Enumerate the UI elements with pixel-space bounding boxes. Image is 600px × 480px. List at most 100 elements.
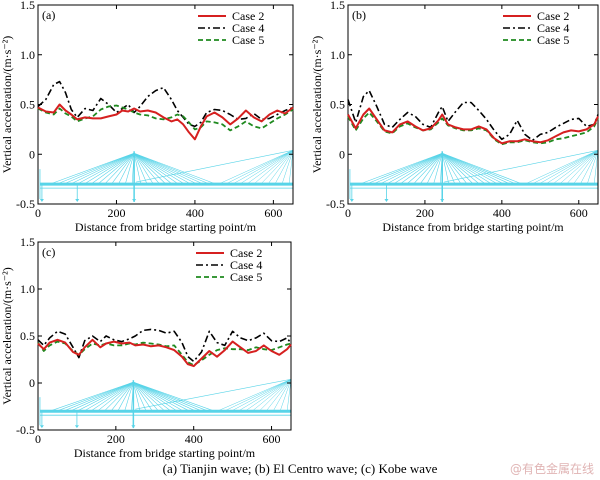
x-axis-label: Distance from bridge starting point/m xyxy=(74,446,256,460)
bridge-stay-cable xyxy=(133,382,141,412)
y-tick-label: 0 xyxy=(339,147,345,161)
bridge-support xyxy=(74,425,79,429)
bridge-stay-cable xyxy=(97,381,134,412)
x-tick-label: 600 xyxy=(264,206,282,220)
bridge-stay-cable xyxy=(76,381,134,412)
bridge-stay-cable xyxy=(63,152,135,185)
x-axis-label: Distance from bridge starting point/m xyxy=(382,220,564,234)
bridge-stay-cable xyxy=(442,153,474,185)
bridge-stay-cable xyxy=(90,381,134,412)
figure-caption: (a) Tianjin wave; (b) El Centro wave; (c… xyxy=(162,461,438,476)
bridge-stay-cable xyxy=(232,150,294,185)
legend-label: Case 4 xyxy=(232,21,264,35)
bridge-stay-cable xyxy=(110,381,134,412)
bridge-stay-cable xyxy=(133,152,198,185)
y-tick-label: -0.5 xyxy=(16,423,35,437)
bridge-support xyxy=(39,199,44,203)
y-tick-label: 1.5 xyxy=(20,0,35,12)
bridge-stay-cable xyxy=(134,152,210,185)
legend-label: Case 4 xyxy=(230,258,262,272)
bridge-stay-cable xyxy=(117,382,134,412)
bridge-stay-cable xyxy=(251,379,292,412)
bridge-schematic xyxy=(349,149,599,203)
bridge-support xyxy=(132,199,137,203)
panel-label: (c) xyxy=(42,245,55,259)
bridge-stay-cable xyxy=(225,150,294,185)
bridge-stay-cable xyxy=(133,381,166,412)
series-line-case-4 xyxy=(37,328,292,363)
bridge-stay-cable xyxy=(133,381,197,412)
series-line-case-4 xyxy=(37,80,294,128)
bridge-stay-cable xyxy=(133,153,160,185)
bridge-support xyxy=(39,425,44,429)
x-tick-label: 0 xyxy=(35,432,41,446)
bridge-stay-cable xyxy=(69,381,134,412)
bridge-stay-cable xyxy=(133,153,192,185)
watermark: @有色金属在线 xyxy=(509,462,594,476)
bridge-stay-cable xyxy=(267,150,294,185)
series-line-case-2 xyxy=(347,107,599,145)
y-tick-label: 0.5 xyxy=(20,98,35,112)
bridge-stay-cable xyxy=(442,152,523,185)
bridge-stay-cable xyxy=(426,153,443,185)
bridge-stay-cable xyxy=(133,381,215,412)
bridge-stay-cable xyxy=(133,381,178,412)
x-tick-label: 200 xyxy=(107,432,125,446)
bridge-stay-cable xyxy=(559,150,599,185)
bridge-stay-cable xyxy=(111,153,135,185)
legend-label: Case 5 xyxy=(230,270,262,284)
bridge-stay-cable xyxy=(281,150,294,185)
bridge-stay-cable xyxy=(586,150,599,185)
bridge-stay-cable xyxy=(131,153,135,185)
bridge-stay-cable xyxy=(413,153,443,185)
bridge-stay-cable xyxy=(442,153,499,185)
bridge-stay-cable xyxy=(359,152,443,185)
bridge-stay-cable xyxy=(433,153,443,185)
bridge-stay-cable xyxy=(124,382,134,412)
bridge-stay-cable xyxy=(133,153,173,185)
x-tick-label: 400 xyxy=(185,432,203,446)
bridge-stay-cable xyxy=(566,150,599,185)
bridge-stay-cable xyxy=(83,381,134,412)
bridge-stay-cable xyxy=(246,150,294,185)
bridge-stay-cable xyxy=(133,381,172,412)
bridge-stay-cable xyxy=(133,153,148,185)
legend-label: Case 2 xyxy=(230,246,262,260)
x-tick-label: 600 xyxy=(263,432,281,446)
bridge-support xyxy=(75,199,80,203)
bridge-stay-cable xyxy=(134,152,217,185)
y-tick-label: -0.5 xyxy=(326,197,345,211)
y-tick-label: 1.0 xyxy=(20,48,35,62)
bridge-stay-cable xyxy=(216,379,292,412)
y-tick-label: 0 xyxy=(29,376,35,390)
y-axis-label: Vertical acceleration/(m·s⁻²) xyxy=(0,36,14,174)
bridge-stay-cable xyxy=(442,152,505,185)
bridge-stay-cable xyxy=(441,153,468,185)
x-tick-label: 0 xyxy=(35,206,41,220)
legend-label: Case 5 xyxy=(537,33,569,47)
bridge-support xyxy=(131,425,136,429)
bridge-stay-cable xyxy=(442,153,486,185)
bridge-stay-cable xyxy=(419,153,443,185)
bridge-stay-cable xyxy=(442,152,517,185)
x-tick-label: 400 xyxy=(186,206,204,220)
y-tick-label: 1.5 xyxy=(20,235,35,249)
bridge-back-cable xyxy=(135,378,292,410)
x-axis-label: Distance from bridge starting point/m xyxy=(75,220,257,234)
bridge-stay-cable xyxy=(442,152,511,185)
bridge-stay-cable xyxy=(524,150,599,185)
bridge-stay-cable xyxy=(133,153,179,185)
bridge-stay-cable xyxy=(223,379,292,412)
bridge-stay-cable xyxy=(279,379,292,412)
y-tick-label: 1.0 xyxy=(20,282,35,296)
series-line-case-4 xyxy=(347,89,599,142)
bridge-stay-cable xyxy=(49,381,134,412)
bridge-back-cable xyxy=(444,149,599,183)
legend-label: Case 2 xyxy=(232,9,264,23)
bridge-stay-cable xyxy=(133,152,204,185)
bridge-stay-cable xyxy=(580,150,599,185)
